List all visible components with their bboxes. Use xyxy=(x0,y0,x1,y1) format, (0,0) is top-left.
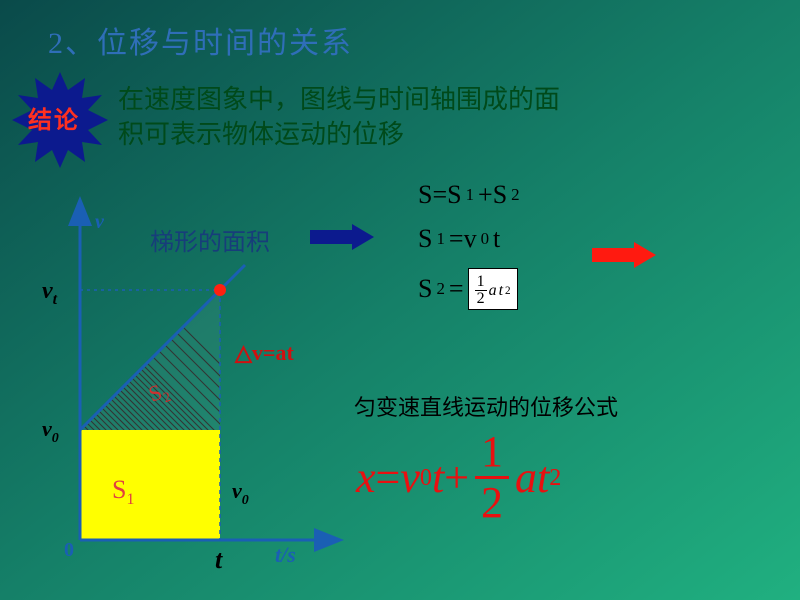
eq2-end: t xyxy=(493,224,500,254)
formula-t1: t xyxy=(432,452,444,503)
conclusion-line-1: 在速度图象中，图线与时间轴围成的面 xyxy=(118,82,560,117)
t-label: t xyxy=(215,545,223,574)
eq-line-3: S2= 1 2 at2 xyxy=(418,268,520,310)
equations-block: S=S1+S2 S1=v0t S2= 1 2 at2 xyxy=(418,180,520,324)
formula-v-sub: 0 xyxy=(420,464,432,492)
frac-t: t xyxy=(499,282,503,300)
eq3-eq: = xyxy=(449,274,464,304)
displacement-formula-label: 匀变速直线运动的位移公式 xyxy=(354,390,618,422)
eq1-sub2: 2 xyxy=(511,185,519,205)
vt-chart: v t/s 0 t vt v0 S1 S2 v0 xyxy=(20,210,340,590)
eq3-sub: 2 xyxy=(436,279,444,299)
formula-frac: 1 2 xyxy=(475,430,509,525)
formula-t2-exp: 2 xyxy=(549,464,561,492)
slide-title: 2、位移与时间的关系 xyxy=(48,18,353,62)
frac-num: 1 xyxy=(475,274,487,291)
eq2-sub: 1 xyxy=(436,229,444,249)
formula-x: x xyxy=(356,452,376,503)
formula-a: a xyxy=(515,452,537,503)
formula-t2: t xyxy=(537,452,549,503)
frac-box: 1 2 at2 xyxy=(468,268,518,310)
eq2-rhs: =v xyxy=(449,224,477,254)
starburst-label: 结论 xyxy=(28,100,80,135)
delta-v-label: △v=at xyxy=(235,340,294,366)
eq-line-2: S1=v0t xyxy=(418,224,520,254)
formula-eq: = xyxy=(376,452,401,503)
vt-chart-svg: v t/s 0 t vt v0 S1 S2 v0 xyxy=(20,210,340,590)
s1-rect xyxy=(80,430,220,540)
eq1-lhs: S=S xyxy=(418,180,462,210)
eq1-mid: +S xyxy=(478,180,507,210)
formula-frac-num: 1 xyxy=(475,430,509,479)
v0-right-label: v0 xyxy=(232,478,249,508)
formula-v: v xyxy=(400,452,420,503)
vt-point xyxy=(214,284,226,296)
conclusion-line-2: 积可表示物体运动的位移 xyxy=(118,117,560,152)
formula-plus: + xyxy=(444,452,469,503)
frac-den: 2 xyxy=(475,291,487,307)
frac-exp: 2 xyxy=(505,285,511,297)
origin-label: 0 xyxy=(64,539,74,561)
vt-tick-label: vt xyxy=(42,278,58,308)
arrow-red xyxy=(592,242,654,268)
axis-ts-label: t/s xyxy=(275,542,296,567)
axis-v-label: v xyxy=(95,211,105,233)
frac-a: a xyxy=(489,282,497,300)
eq-line-1: S=S1+S2 xyxy=(418,180,520,210)
eq3-lhs: S xyxy=(418,274,432,304)
eq1-sub1: 1 xyxy=(466,185,474,205)
formula-frac-den: 2 xyxy=(475,479,509,525)
v0-tick-label: v0 xyxy=(42,416,59,446)
big-formula: x = v0 t + 1 2 a t2 xyxy=(356,430,561,525)
conclusion-text: 在速度图象中，图线与时间轴围成的面 积可表示物体运动的位移 xyxy=(118,82,560,152)
eq2-lhs: S xyxy=(418,224,432,254)
eq2-sub2: 0 xyxy=(481,229,489,249)
